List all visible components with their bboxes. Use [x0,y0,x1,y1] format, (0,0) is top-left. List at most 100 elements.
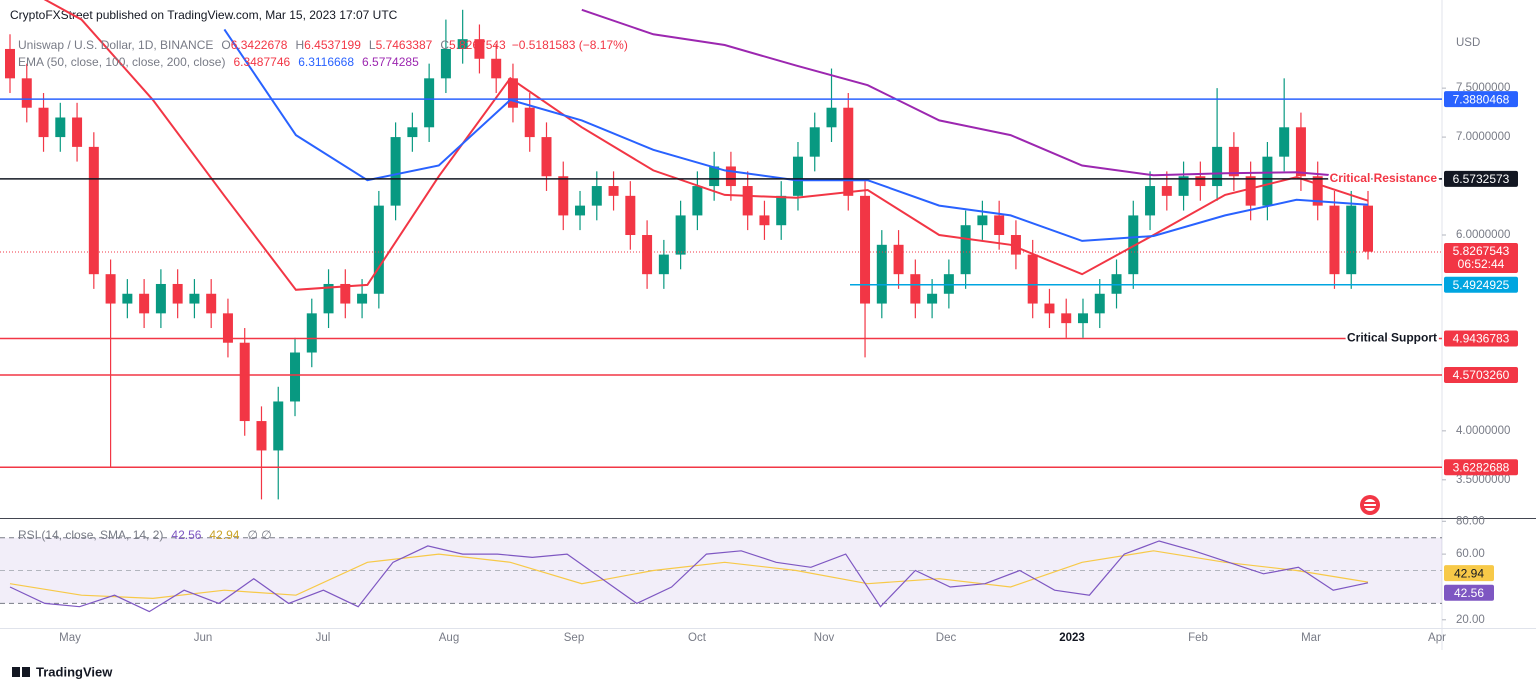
candle-body [323,283,334,314]
price-pane [5,0,1373,500]
candle-body [474,39,485,59]
candle-body [1262,156,1273,206]
legend-value: 6.4537199 [304,38,361,52]
candle-body [1077,313,1088,324]
footer-brand: TradingView [36,664,113,679]
currency-label: USD [1456,37,1480,49]
rsi-line [9,540,1369,613]
candle-body [524,107,535,138]
candle-body [424,78,435,128]
current-price-label: 5.8267543 [1453,244,1510,258]
candle-body [742,186,753,216]
x-tick-label: Apr [1428,632,1446,644]
x-tick-label: Aug [439,632,459,644]
legend-rsi-value: 42.56 [171,528,201,542]
candle-body [541,137,552,177]
legend-value: 5.7463387 [376,38,433,52]
candle-body [88,146,99,275]
candle-body [876,244,887,304]
candle-body [1363,205,1373,252]
candle-body [239,342,250,422]
ema-line [43,0,1369,291]
y-tick-label: 4.0000000 [1456,425,1510,437]
y-tick-label: 3.5000000 [1456,474,1510,486]
candle-body [893,244,904,275]
candle-body [1228,146,1239,177]
x-tick-label: Nov [814,632,835,644]
legend-ema-value: 6.5774285 [362,55,419,69]
candle-body [5,48,15,79]
candle-body [273,401,284,451]
candle-body [172,283,183,304]
candle-body [809,127,820,157]
x-tick-label: Feb [1188,632,1208,644]
candle-body [658,254,669,275]
candle-body [72,117,83,147]
candle-body [21,78,32,108]
candle-body [994,215,1005,236]
candle-body [256,421,267,451]
candle-body [558,176,569,216]
candle-body [725,166,736,187]
candle-body [407,127,418,138]
candle-body [1279,127,1290,157]
x-tick-label: May [59,632,81,644]
candle-body [1044,303,1055,314]
candle-body [1178,176,1189,196]
y-tick-label: 20.00 [1456,614,1485,626]
legend-value: 5.8267543 [449,38,506,52]
level-label-box [1444,367,1518,384]
candle-body [457,39,468,49]
candle-body [776,195,787,226]
legend-key: C [440,38,449,52]
candle-body [1145,186,1156,216]
level-label: 7.3880468 [1453,92,1510,106]
rsi-value-label: 42.94 [1454,566,1484,580]
x-tick-label: Sep [564,632,584,644]
candle-body [759,215,770,226]
countdown-label: 06:52:44 [1458,257,1505,271]
candle-body [1312,176,1323,206]
level-label-box [1444,276,1518,293]
candle-body [608,186,619,196]
candle-body [960,225,971,275]
candle-body [860,195,871,304]
candle-body [491,58,502,79]
candle-body [625,195,636,236]
x-tick-label: Jul [316,632,331,644]
legend-change: −0.5181583 (−8.17%) [512,38,628,52]
candle-body [290,352,301,402]
x-tick-label: 2023 [1059,632,1085,644]
x-tick-label: Mar [1301,632,1321,644]
level-label: 6.5732573 [1453,172,1510,186]
legend-key: O [221,38,230,52]
legend-rsi-value: 42.94 [209,528,239,542]
candle-body [189,293,200,304]
candle-body [642,235,653,275]
candle-body [1161,186,1172,196]
candle-body [105,274,116,304]
candle-body [792,156,803,196]
candle-body [591,186,602,206]
y-tick-label: 6.0000000 [1456,229,1510,241]
legend-key: L [369,38,376,52]
candle-body [843,107,854,196]
legend-ema-value: 6.3116668 [298,55,354,69]
candle-body [1094,293,1105,314]
level-label-box [1444,170,1518,187]
level-label: 4.5703260 [1453,368,1510,382]
level-label-box [1444,459,1518,476]
y-tick-label: 7.0000000 [1456,131,1510,143]
rsi-value-label: 42.56 [1454,586,1484,600]
candle-body [1010,235,1021,255]
level-label: 5.4924925 [1453,278,1510,292]
candle-body [709,166,720,187]
publisher-header: CryptoFXStreet published on TradingView.… [10,8,398,22]
legend-main: Uniswap / U.S. Dollar, 1D, BINANCE O6.342… [18,38,628,52]
x-tick-label: Dec [936,632,957,644]
candle-body [692,186,703,216]
candle-body [927,293,938,304]
y-tick-label: 60.00 [1456,548,1485,560]
candle-body [826,107,837,128]
